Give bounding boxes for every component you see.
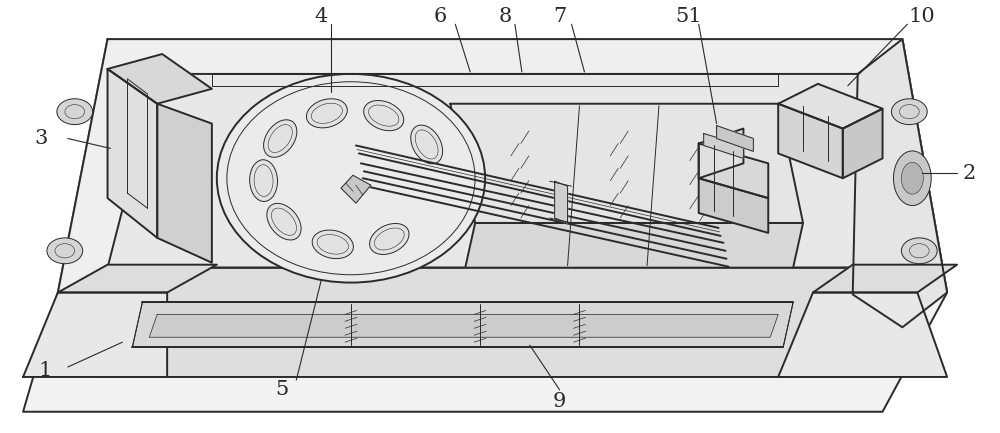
Polygon shape xyxy=(450,104,803,223)
Text: 10: 10 xyxy=(909,7,936,26)
Polygon shape xyxy=(555,181,568,223)
Polygon shape xyxy=(699,178,768,233)
Text: 1: 1 xyxy=(38,361,52,379)
Ellipse shape xyxy=(264,120,297,157)
Ellipse shape xyxy=(267,204,301,240)
Text: 3: 3 xyxy=(34,129,48,148)
Ellipse shape xyxy=(891,99,927,125)
Ellipse shape xyxy=(306,99,347,128)
Text: 51: 51 xyxy=(675,7,702,26)
Polygon shape xyxy=(853,39,947,327)
Polygon shape xyxy=(465,223,803,268)
Ellipse shape xyxy=(47,238,83,264)
Ellipse shape xyxy=(901,238,937,264)
Ellipse shape xyxy=(250,160,278,201)
Polygon shape xyxy=(813,265,957,293)
Polygon shape xyxy=(58,265,217,293)
Polygon shape xyxy=(778,293,947,377)
Ellipse shape xyxy=(370,223,409,255)
Polygon shape xyxy=(843,109,883,178)
Polygon shape xyxy=(157,104,212,263)
Polygon shape xyxy=(717,126,753,152)
Text: 7: 7 xyxy=(553,7,566,26)
Polygon shape xyxy=(699,143,768,198)
Text: 6: 6 xyxy=(434,7,447,26)
Ellipse shape xyxy=(901,162,923,194)
Polygon shape xyxy=(58,39,947,293)
Polygon shape xyxy=(23,293,167,377)
Ellipse shape xyxy=(364,100,404,131)
Text: 9: 9 xyxy=(553,392,566,411)
Polygon shape xyxy=(108,54,212,104)
Polygon shape xyxy=(132,302,793,347)
Ellipse shape xyxy=(57,99,93,125)
Polygon shape xyxy=(778,84,883,129)
Ellipse shape xyxy=(893,151,931,206)
Text: 4: 4 xyxy=(315,7,328,26)
Polygon shape xyxy=(704,133,743,158)
Text: 8: 8 xyxy=(498,7,512,26)
Polygon shape xyxy=(149,314,778,337)
Polygon shape xyxy=(699,129,743,178)
Polygon shape xyxy=(108,69,157,238)
Text: 5: 5 xyxy=(275,380,288,399)
Ellipse shape xyxy=(217,74,485,283)
Polygon shape xyxy=(341,175,371,203)
Polygon shape xyxy=(108,74,892,268)
Polygon shape xyxy=(23,39,947,412)
Ellipse shape xyxy=(411,125,443,164)
Text: 2: 2 xyxy=(962,164,976,183)
Polygon shape xyxy=(98,268,892,377)
Ellipse shape xyxy=(312,230,353,259)
Polygon shape xyxy=(778,104,843,178)
